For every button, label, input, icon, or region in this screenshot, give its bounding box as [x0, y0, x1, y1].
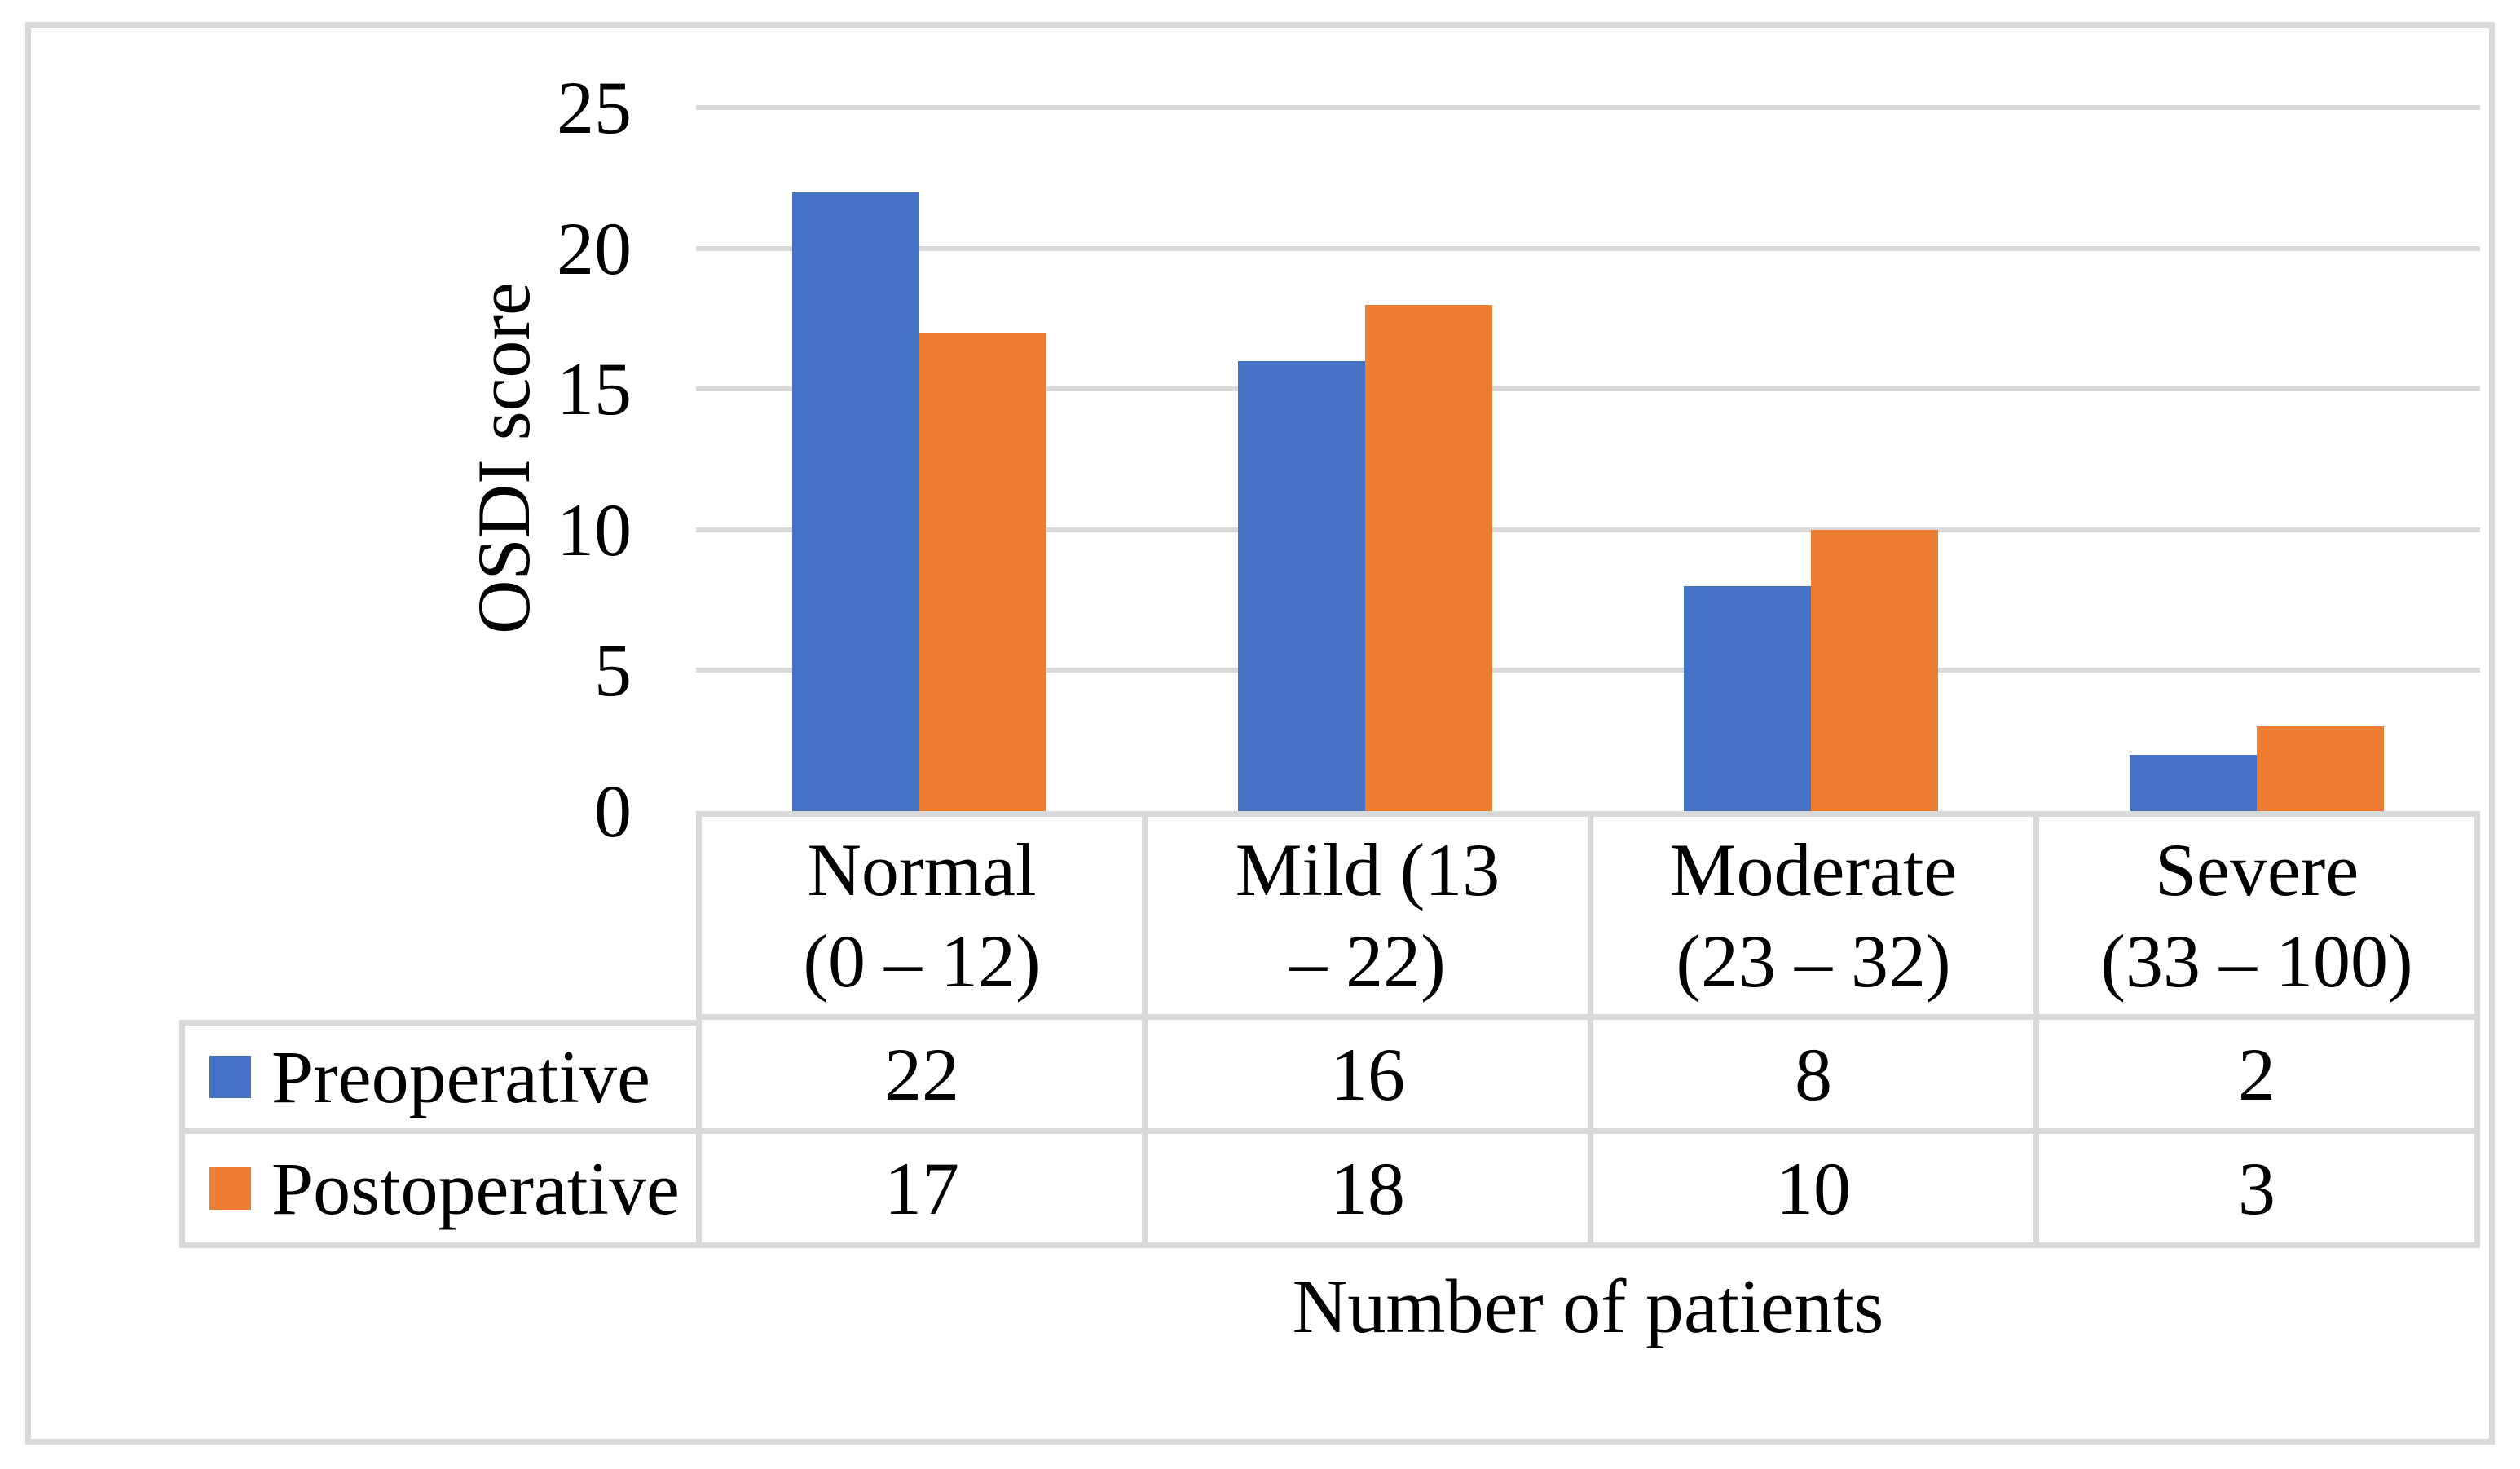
- gridline-15: [696, 386, 2480, 392]
- gridline-10: [696, 527, 2480, 532]
- value-cell-preoperative-0: 22: [696, 1020, 1142, 1134]
- category-header-line: Mild (13: [1235, 828, 1500, 911]
- bar-postoperative-2: [1811, 529, 1939, 811]
- value-cell-preoperative-3: 2: [2033, 1020, 2480, 1134]
- y-tick-label-10: 10: [557, 487, 632, 571]
- value-cell-postoperative-3: 3: [2033, 1134, 2480, 1248]
- value-cell-postoperative-0: 17: [696, 1134, 1142, 1248]
- category-header-line: (23 – 32): [1676, 920, 1951, 1003]
- category-header-3: Severe (33 – 100): [2033, 811, 2480, 1020]
- category-header-line: Moderate: [1669, 828, 1958, 911]
- y-tick-label-0: 0: [594, 770, 632, 853]
- chart-data-table: Normal (0 – 12) Mild (13 – 22) Moderate (23 –…: [179, 811, 2480, 1248]
- table-corner-cell: [179, 811, 696, 1020]
- gridline-20: [696, 245, 2480, 251]
- legend-label: Preoperative: [271, 1035, 650, 1118]
- category-header-1: Mild (13 – 22): [1142, 811, 1588, 1020]
- category-header-line: (0 – 12): [803, 920, 1041, 1003]
- bar-preoperative-0: [791, 192, 919, 811]
- y-tick-label-25: 25: [557, 66, 632, 149]
- bar-postoperative-3: [2257, 726, 2385, 811]
- bar-preoperative-2: [1684, 585, 1812, 811]
- legend-swatch-preoperative: [209, 1056, 251, 1098]
- value-cell-preoperative-2: 8: [1588, 1020, 2033, 1134]
- bar-preoperative-3: [2130, 754, 2258, 811]
- category-header-line: – 22): [1289, 920, 1446, 1003]
- bar-preoperative-1: [1237, 360, 1365, 811]
- legend-swatch-postoperative: [209, 1167, 251, 1210]
- y-tick-label-15: 15: [557, 347, 632, 431]
- y-tick-label-20: 20: [557, 206, 632, 290]
- gridline-25: [696, 105, 2480, 110]
- category-header-line: Normal: [807, 828, 1037, 911]
- legend-cell-preoperative: Preoperative: [179, 1020, 696, 1134]
- x-axis-title: Number of patients: [1292, 1264, 1884, 1349]
- value-cell-postoperative-2: 10: [1588, 1134, 2033, 1248]
- category-header-line: (33 – 100): [2100, 920, 2413, 1003]
- category-header-0: Normal (0 – 12): [696, 811, 1142, 1020]
- legend-cell-postoperative: Postoperative: [179, 1134, 696, 1248]
- category-header-2: Moderate (23 – 32): [1588, 811, 2033, 1020]
- y-tick-label-5: 5: [594, 629, 632, 712]
- category-header-line: Severe: [2154, 828, 2359, 911]
- bar-postoperative-0: [919, 333, 1046, 811]
- bar-postoperative-1: [1364, 304, 1492, 811]
- y-axis-title: OSDI score: [462, 282, 545, 634]
- value-cell-postoperative-1: 18: [1142, 1134, 1588, 1248]
- legend-label: Postoperative: [271, 1146, 680, 1230]
- value-cell-preoperative-1: 16: [1142, 1020, 1588, 1134]
- gridline-5: [696, 668, 2480, 673]
